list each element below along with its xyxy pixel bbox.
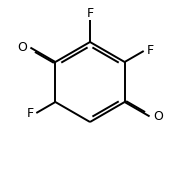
Text: O: O [153,110,163,123]
Text: O: O [17,41,27,54]
Text: F: F [27,106,34,120]
Text: F: F [86,7,94,20]
Text: F: F [146,45,153,57]
